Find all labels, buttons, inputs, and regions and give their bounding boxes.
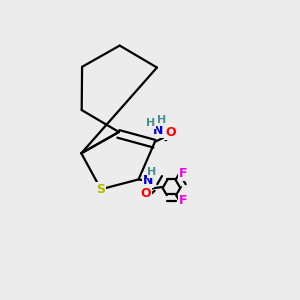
Text: H: H <box>157 116 166 125</box>
Text: H: H <box>148 167 157 177</box>
Text: H: H <box>146 118 156 128</box>
Text: O: O <box>141 188 151 200</box>
Text: F: F <box>179 167 188 180</box>
Text: F: F <box>179 194 188 207</box>
Text: N: N <box>153 124 164 137</box>
Text: O: O <box>165 126 176 139</box>
Text: N: N <box>143 174 153 188</box>
Text: S: S <box>96 183 105 196</box>
